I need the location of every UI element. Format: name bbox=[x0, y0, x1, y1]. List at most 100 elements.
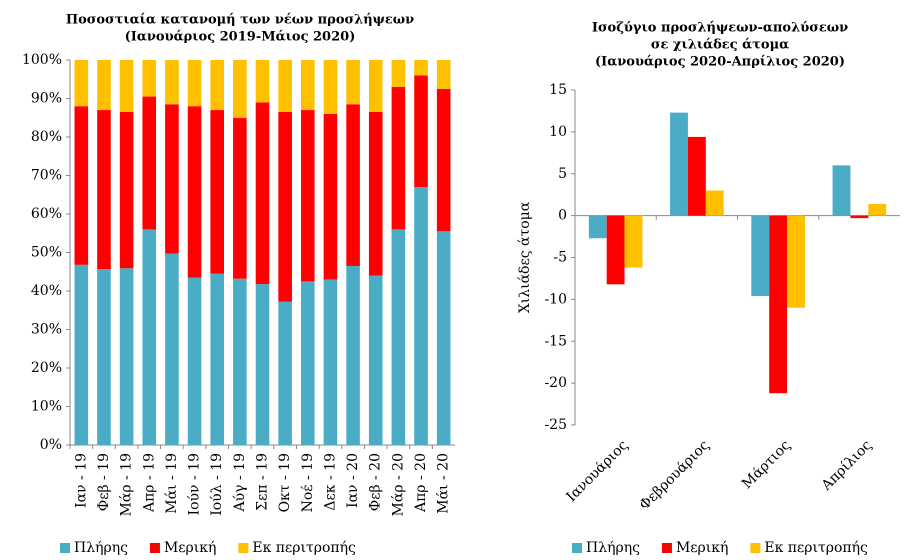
bar bbox=[751, 215, 770, 297]
x-tick-label: Μάι - 19 bbox=[164, 453, 180, 514]
legend-swatch bbox=[60, 543, 70, 553]
x-tick-label: Φεβ - 19 bbox=[96, 453, 112, 511]
x-tick-label: Ιούλ - 19 bbox=[209, 453, 225, 516]
bar-segment bbox=[142, 229, 157, 445]
bar-segment bbox=[210, 60, 224, 111]
bar bbox=[624, 215, 643, 268]
y-tick-label: 0 bbox=[558, 208, 567, 224]
bar-segment bbox=[74, 60, 89, 107]
bar-segment bbox=[233, 278, 247, 445]
bar-segment bbox=[97, 269, 111, 445]
bar-segment bbox=[119, 60, 134, 112]
legend-label: Πλήρης bbox=[586, 540, 640, 556]
bar-segment bbox=[210, 110, 224, 274]
bar-segment bbox=[436, 60, 451, 89]
chart-title: Ποσοστιαία κατανομή των νέων προσλήψεων bbox=[66, 13, 414, 28]
bar bbox=[769, 215, 788, 394]
y-tick-label: -25 bbox=[544, 417, 567, 433]
bar-segment bbox=[278, 60, 292, 112]
bar-segment bbox=[233, 117, 247, 279]
x-tick-label: Ιούν - 19 bbox=[187, 453, 203, 515]
chart-title: (Ιανουάριος 2020-Απρίλιος 2020) bbox=[595, 55, 845, 70]
bar bbox=[588, 215, 607, 239]
bar-segment bbox=[301, 281, 315, 445]
x-tick-label: Σεπ - 19 bbox=[255, 453, 271, 511]
bar-segment bbox=[97, 60, 111, 111]
chart-title: Ισοζύγιο προσλήψεων-απολύσεων bbox=[592, 21, 848, 36]
bar-segment bbox=[97, 110, 111, 270]
bar-segment bbox=[233, 60, 247, 118]
x-tick-label: Νοέ - 19 bbox=[299, 453, 316, 512]
x-tick-label: Μάρ - 19 bbox=[119, 453, 135, 516]
bar bbox=[687, 136, 706, 216]
y-tick-label: 10% bbox=[31, 399, 62, 415]
legend-label: Εκ περιτροπής bbox=[252, 540, 356, 556]
bar-segment bbox=[368, 60, 383, 112]
y-tick-label: 20% bbox=[31, 360, 62, 376]
y-tick-label: -15 bbox=[544, 333, 567, 349]
bar-segment bbox=[187, 277, 202, 445]
x-tick-label: Ιαν - 20 bbox=[345, 453, 361, 508]
legend-swatch bbox=[149, 543, 160, 553]
bar bbox=[705, 190, 724, 216]
bar-segment bbox=[74, 106, 89, 265]
y-tick-label: 40% bbox=[31, 283, 62, 299]
x-tick-label: Μάρ - 20 bbox=[390, 453, 406, 516]
bar bbox=[606, 215, 625, 285]
y-axis-label: Χιλιάδες άτομα bbox=[517, 201, 533, 313]
bar-segment bbox=[368, 275, 383, 445]
bar-segment bbox=[391, 229, 406, 445]
bar-segment bbox=[323, 279, 338, 445]
y-tick-label: 80% bbox=[31, 129, 62, 145]
legend-label: Μερική bbox=[676, 540, 728, 556]
y-tick-label: 5 bbox=[558, 166, 567, 182]
bar-segment bbox=[346, 60, 360, 105]
y-tick-label: 0% bbox=[40, 437, 62, 453]
legend-label: Πλήρης bbox=[74, 540, 128, 556]
legend-swatch bbox=[572, 543, 582, 553]
x-tick-label: Φεβρουάριος bbox=[637, 437, 713, 513]
bar-segment bbox=[187, 106, 202, 278]
bar-segment bbox=[255, 102, 270, 285]
bar-segment bbox=[414, 75, 428, 188]
bar-segment bbox=[165, 60, 179, 105]
bar-segment bbox=[74, 264, 89, 445]
bar-segment bbox=[165, 104, 179, 254]
y-tick-label: 10 bbox=[549, 124, 567, 140]
bar-segment bbox=[414, 60, 428, 76]
chart-title: σε χιλιάδες άτομα bbox=[651, 38, 789, 53]
y-tick-label: 100% bbox=[22, 52, 62, 68]
x-tick-label: Φεβ - 20 bbox=[368, 453, 384, 511]
x-tick-label: Απρ - 20 bbox=[413, 453, 429, 513]
bar-segment bbox=[346, 265, 360, 445]
bar-segment bbox=[187, 60, 202, 107]
bar bbox=[670, 112, 688, 216]
bar-segment bbox=[323, 60, 338, 114]
legend-swatch bbox=[661, 543, 672, 553]
x-tick-label: Απρίλιος bbox=[817, 437, 875, 495]
bar-segment bbox=[346, 104, 360, 266]
legend-label: Μερική bbox=[164, 540, 216, 556]
y-tick-label: 50% bbox=[31, 245, 62, 261]
bar-segment bbox=[119, 268, 134, 445]
bar-segment bbox=[165, 253, 179, 445]
y-tick-label: 30% bbox=[31, 322, 62, 338]
bar-segment bbox=[391, 60, 406, 87]
legend-swatch bbox=[750, 543, 761, 553]
bar-segment bbox=[255, 284, 270, 445]
bar bbox=[832, 165, 851, 216]
bar-segment bbox=[142, 60, 157, 97]
bar-segment bbox=[436, 231, 451, 445]
legend-swatch bbox=[238, 543, 249, 553]
y-tick-label: 60% bbox=[31, 206, 62, 222]
bar-segment bbox=[301, 110, 315, 282]
bar-segment bbox=[142, 96, 157, 230]
bar-segment bbox=[278, 301, 292, 445]
bar-segment bbox=[278, 111, 292, 302]
bar-segment bbox=[436, 88, 451, 232]
y-tick-label: -20 bbox=[544, 375, 567, 391]
bar bbox=[868, 203, 887, 216]
y-tick-label: 15 bbox=[549, 82, 567, 98]
x-tick-label: Απρ - 19 bbox=[141, 453, 157, 513]
